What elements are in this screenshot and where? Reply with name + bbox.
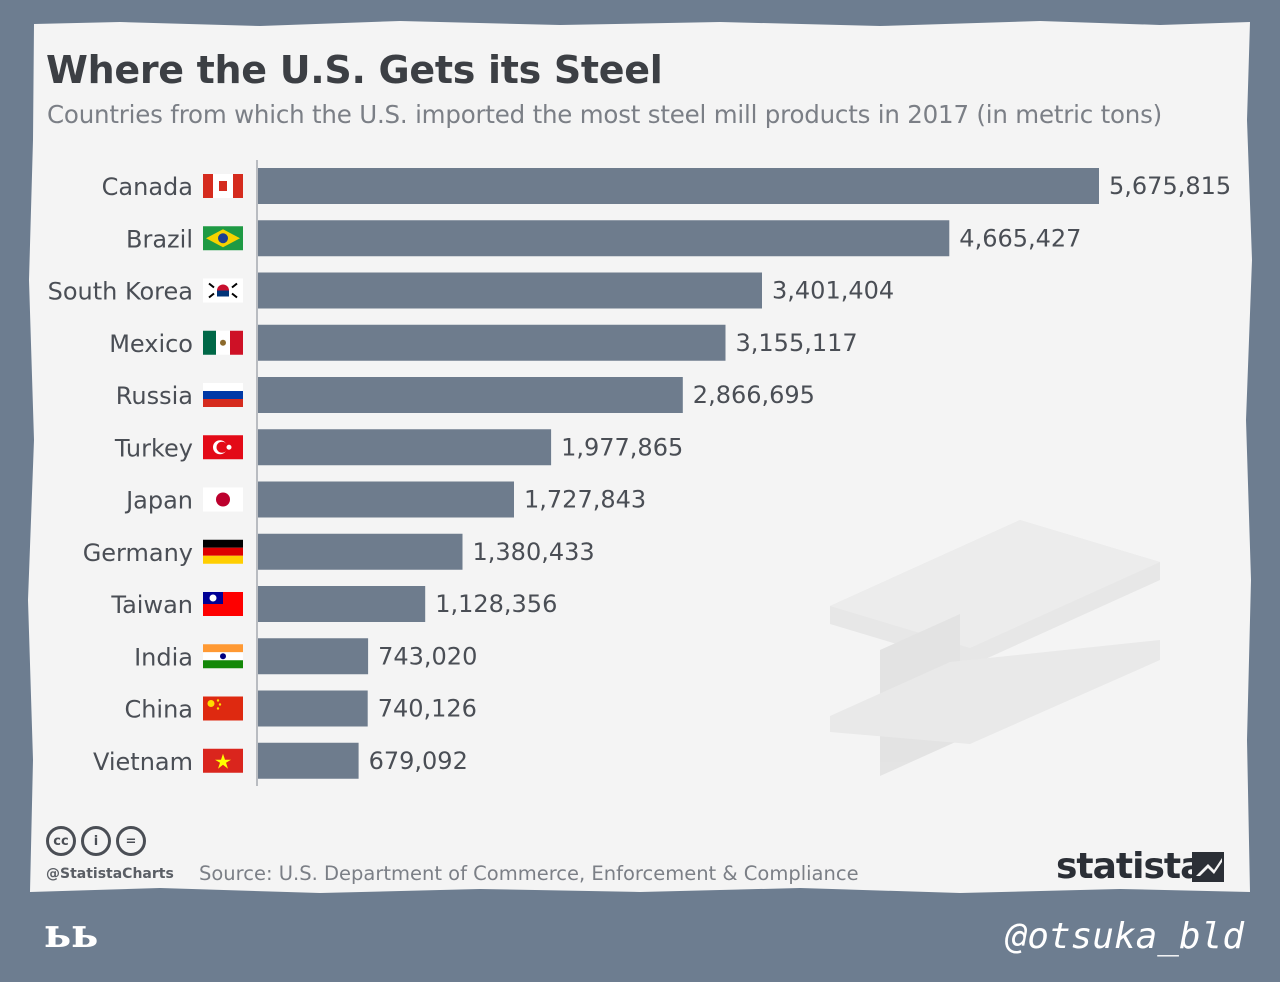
bar-brazil [258, 220, 950, 257]
category-label: Germany [83, 539, 193, 567]
bar-china [258, 690, 368, 727]
value-label: 2,866,695 [693, 381, 815, 409]
taiwan-flag-icon [203, 592, 243, 616]
bar-japan [258, 481, 514, 518]
value-label: 1,128,356 [435, 590, 557, 618]
category-label: India [134, 643, 193, 671]
bar-turkey [258, 429, 552, 466]
germany-flag-icon [203, 539, 243, 564]
bar-germany [258, 533, 463, 570]
bar-mexico [258, 324, 726, 361]
value-label: 5,675,815 [1109, 172, 1231, 200]
category-label: Canada [102, 173, 193, 201]
russia-flag-icon [203, 383, 243, 407]
cc-icon: cc [46, 826, 76, 856]
category-label: Russia [116, 382, 193, 410]
turkey-flag-icon [203, 435, 243, 460]
category-label: Taiwan [110, 591, 193, 619]
category-label: South Korea [48, 278, 193, 306]
bar-russia [258, 377, 683, 413]
category-label: Turkey [114, 434, 193, 462]
mexico-flag-icon [203, 330, 243, 355]
bar-canada [258, 168, 1099, 204]
vietnam-flag-icon [203, 748, 243, 773]
statista-handle: @StatistaCharts [46, 866, 174, 882]
bar-taiwan [258, 586, 426, 622]
value-label: 1,977,865 [561, 433, 683, 461]
category-label: Mexico [109, 330, 193, 358]
corner-mark: ьь [44, 910, 99, 957]
value-label: 3,155,117 [736, 329, 858, 357]
value-label: 743,020 [378, 642, 477, 670]
source-note: Source: U.S. Department of Commerce, Enf… [199, 862, 859, 885]
category-label: China [124, 696, 193, 724]
chart-title: Where the U.S. Gets its Steel [46, 48, 663, 92]
china-flag-icon [203, 696, 243, 721]
value-label: 4,665,427 [959, 224, 1081, 252]
india-flag-icon [203, 644, 243, 669]
attribution-icon: i [81, 826, 111, 856]
statista-logo-icon [1192, 852, 1224, 882]
chart-subtitle: Countries from which the U.S. imported t… [47, 100, 1163, 129]
bar-vietnam [258, 742, 359, 779]
value-label: 3,401,404 [772, 277, 894, 305]
value-label: 1,727,843 [524, 486, 646, 514]
brazil-flag-icon [203, 226, 243, 251]
license-icons: cc i = [46, 826, 146, 856]
south-korea-flag-icon [203, 278, 243, 303]
value-label: 679,092 [369, 747, 468, 775]
bar-south-korea [258, 272, 762, 309]
canada-flag-icon [203, 174, 243, 198]
category-label: Japan [124, 487, 193, 515]
value-label: 740,126 [378, 695, 477, 723]
no-derivatives-icon: = [116, 826, 146, 856]
category-label: Brazil [126, 225, 193, 253]
statista-brand: statista [1056, 846, 1204, 887]
watermark: @otsuka_bld [1005, 916, 1244, 957]
value-label: 1,380,433 [473, 538, 595, 566]
japan-flag-icon [203, 487, 243, 512]
bar-india [258, 638, 369, 675]
steel-beam-illustration [830, 520, 1160, 776]
category-label: Vietnam [93, 748, 193, 776]
